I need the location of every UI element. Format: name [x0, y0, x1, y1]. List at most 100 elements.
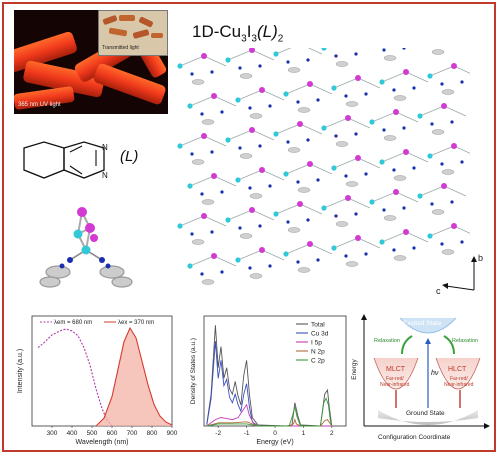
i-atom	[403, 69, 409, 75]
ligand-ring	[393, 175, 407, 181]
packing-bond	[237, 249, 263, 261]
ligand-ring	[345, 181, 359, 187]
n-atom	[440, 242, 444, 246]
pl-x-tick-label: 500	[87, 430, 98, 437]
packing-bond	[333, 237, 359, 249]
ligand-ring	[249, 273, 263, 279]
cu-atom	[187, 103, 193, 109]
pl-series-line	[37, 328, 113, 427]
n-atom	[450, 120, 454, 124]
packing-bond	[189, 95, 215, 107]
n-atom	[286, 220, 290, 224]
n-atom	[200, 192, 204, 196]
i-atom	[307, 161, 313, 167]
n-atom	[220, 270, 224, 274]
n-atom	[258, 144, 262, 148]
packing-bond	[357, 237, 381, 249]
ligand-ring	[441, 169, 455, 175]
i-atom	[249, 48, 255, 53]
n-atom	[450, 200, 454, 204]
packing-bond	[227, 49, 253, 61]
pl-chart-panel: 300 400 500 600 700 800 900 λem = 680 nm λex = 3…	[10, 308, 180, 448]
packing-bond	[299, 123, 323, 135]
packing-bond	[261, 169, 285, 181]
packing-bond	[309, 243, 333, 255]
packing-bond	[275, 123, 301, 135]
i-atom	[393, 189, 399, 195]
i-atom	[307, 81, 313, 87]
n-atom	[248, 266, 252, 270]
n-atom	[268, 104, 272, 108]
cu-atom	[369, 199, 375, 205]
n-atom	[248, 106, 252, 110]
cu-atom	[187, 183, 193, 189]
cu-atom	[331, 85, 337, 91]
packing-bond	[405, 71, 429, 83]
n-atom	[238, 66, 242, 70]
energy-diagram: Excited State Relaxation Relaxation MLCT…	[351, 310, 492, 448]
ligand-ring	[287, 67, 301, 73]
n-atom	[354, 132, 358, 136]
i-atom	[201, 213, 207, 219]
packing-bond	[189, 255, 215, 267]
packing-bond	[453, 145, 470, 154]
packing-bond	[405, 231, 429, 243]
n-atom	[460, 160, 464, 164]
cu-atom	[427, 153, 433, 159]
pl-series-fill	[96, 328, 172, 426]
hlct-label: HLCT	[448, 366, 467, 373]
dos-legend-label: Cu 3d	[311, 331, 329, 338]
ligand-ring	[345, 261, 359, 267]
n-atom	[412, 86, 416, 90]
inset-crystals	[102, 15, 163, 39]
ligand-ring	[239, 153, 253, 159]
packing-bond	[203, 55, 227, 67]
n-atom	[306, 218, 310, 222]
dos-x-tick-label: -1	[244, 430, 250, 437]
energy-diagram-art	[361, 314, 490, 429]
pl-xlabel: Wavelength (nm)	[75, 439, 128, 446]
cu-atom	[379, 239, 385, 245]
relax-left-label: Relaxation	[374, 338, 400, 344]
n-atom	[364, 92, 368, 96]
n-atom	[190, 232, 194, 236]
packing-bond	[299, 203, 323, 215]
cu-atom	[235, 177, 241, 183]
packing-bond	[357, 77, 381, 89]
energy-axis-label: Energy	[350, 359, 358, 380]
packing-bond	[381, 71, 407, 83]
far-red-right: Far-red/	[450, 376, 468, 382]
ligand-ring	[441, 89, 455, 95]
n-atom	[306, 58, 310, 62]
cu-atom	[235, 97, 241, 103]
n-atom	[344, 94, 348, 98]
packing-bond	[395, 111, 419, 123]
pl-x-tick-label: 800	[147, 430, 158, 437]
n-atom	[382, 208, 386, 212]
cu-atom	[369, 119, 375, 125]
n-atom	[440, 82, 444, 86]
packing-bond	[203, 215, 227, 227]
cu-atom	[177, 223, 183, 229]
n-atom	[382, 48, 386, 52]
ligand-structure: N N	[23, 141, 108, 180]
n-atom	[430, 202, 434, 206]
i-atom	[307, 241, 313, 247]
n-atom	[210, 150, 214, 154]
ligand-ring	[239, 233, 253, 239]
n-atom	[268, 184, 272, 188]
cu-atom	[331, 245, 337, 251]
n-atom	[316, 98, 320, 102]
cu-atom	[321, 125, 327, 131]
ligand-ring	[335, 141, 349, 147]
packing-bond	[213, 175, 237, 187]
dos-x-tick-label: -2	[215, 430, 221, 437]
packing-bond	[453, 65, 470, 74]
pl-x-tick-label: 600	[107, 430, 118, 437]
cu-atom	[187, 263, 193, 269]
inset-label: Transmitted light	[102, 45, 139, 51]
n-atom	[296, 180, 300, 184]
n-atom	[316, 258, 320, 262]
cu-atom	[283, 251, 289, 257]
i-atom	[211, 93, 217, 99]
